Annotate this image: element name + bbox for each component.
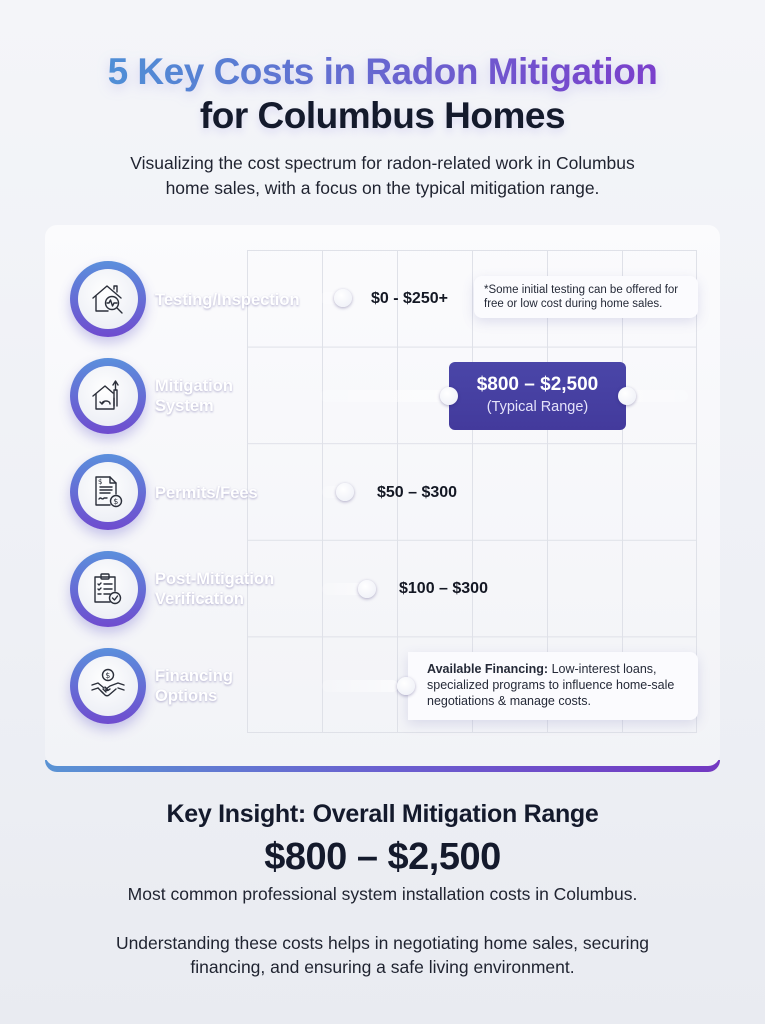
insight-description: Most common professional system installa… [127,884,638,904]
cost-note: *Some initial testing can be offered for… [474,276,698,318]
svg-text:$: $ [105,671,110,680]
financing-note-heading: Available Financing: [427,662,549,676]
house-vent-pipe-icon [92,380,119,410]
svg-text:$: $ [113,497,118,506]
cost-label-line-2: Options [155,687,218,705]
financing-note: Available Financing: Low-interest loans,… [408,652,698,720]
typical-range-box: $800 – $2,500 (Typical Range) [449,362,626,430]
typical-range-value: $800 – $2,500 [476,374,599,395]
document-dollar-icon: $ $ [95,476,123,508]
cost-label-line-2: System [155,397,214,415]
cost-price: $0 - $250+ [371,290,448,307]
cost-price: $100 – $300 [399,580,488,597]
cost-label-line-1: Mitigation [155,377,233,395]
cost-label: Mitigation System [155,376,233,416]
subtitle-line-1: Visualizing the cost spectrum for radon-… [130,153,635,173]
clipboard-check-icon [94,573,122,605]
title-line-2: for Columbus Homes [199,95,566,136]
svg-text:$: $ [98,478,102,486]
slider-knob[interactable] [336,483,354,501]
cost-label-line-1: Post-Mitigation [155,570,275,588]
cost-label-line-2: Verification [155,590,244,608]
financing-note-text: Low-interest loans, specialized programs… [427,662,675,708]
range-min-knob[interactable] [440,387,458,405]
icon-badge [70,358,146,434]
subtitle-line-2: home sales, with a focus on the typical … [165,178,600,198]
title-line-1: 5 Key Costs in Radon Mitigation [107,51,658,92]
cost-label: Post-Mitigation Verification [155,569,274,609]
slider-track[interactable] [322,680,398,692]
icon-badge [70,261,146,337]
icon-badge [70,551,146,627]
subtitle: Visualizing the cost spectrum for radon-… [0,151,765,201]
cost-label: Financing Options [155,666,233,706]
insight-footer: Understanding these costs helps in negot… [0,931,765,979]
range-max-knob[interactable] [618,387,636,405]
slider-knob[interactable] [358,580,376,598]
slider-track-left[interactable] [320,390,450,402]
cost-label: Testing/Inspection [155,291,300,309]
slider-knob[interactable] [397,677,415,695]
insight-value: $800 – $2,500 [264,836,501,878]
cost-label-line-1: Financing [155,667,233,685]
insight-footer-line-1: Understanding these costs helps in negot… [115,933,650,953]
house-inspection-icon [92,285,123,314]
icon-badge: $ $ [70,454,146,530]
cost-label: Permits/Fees [155,484,258,502]
insight-title: Key Insight: Overall Mitigation Range [166,800,599,828]
page-title: 5 Key Costs in Radon Mitigation for Colu… [0,50,765,138]
icon-badge: $ [70,648,146,724]
insight-footer-line-2: financing, and ensuring a safe living en… [190,957,575,977]
slider-track-right[interactable] [626,390,688,402]
typical-range-label: (Typical Range) [486,399,589,415]
cost-price: $50 – $300 [377,484,458,501]
background-grid [247,250,697,733]
handshake-dollar-icon: $ [91,668,125,697]
slider-knob[interactable] [334,289,352,307]
